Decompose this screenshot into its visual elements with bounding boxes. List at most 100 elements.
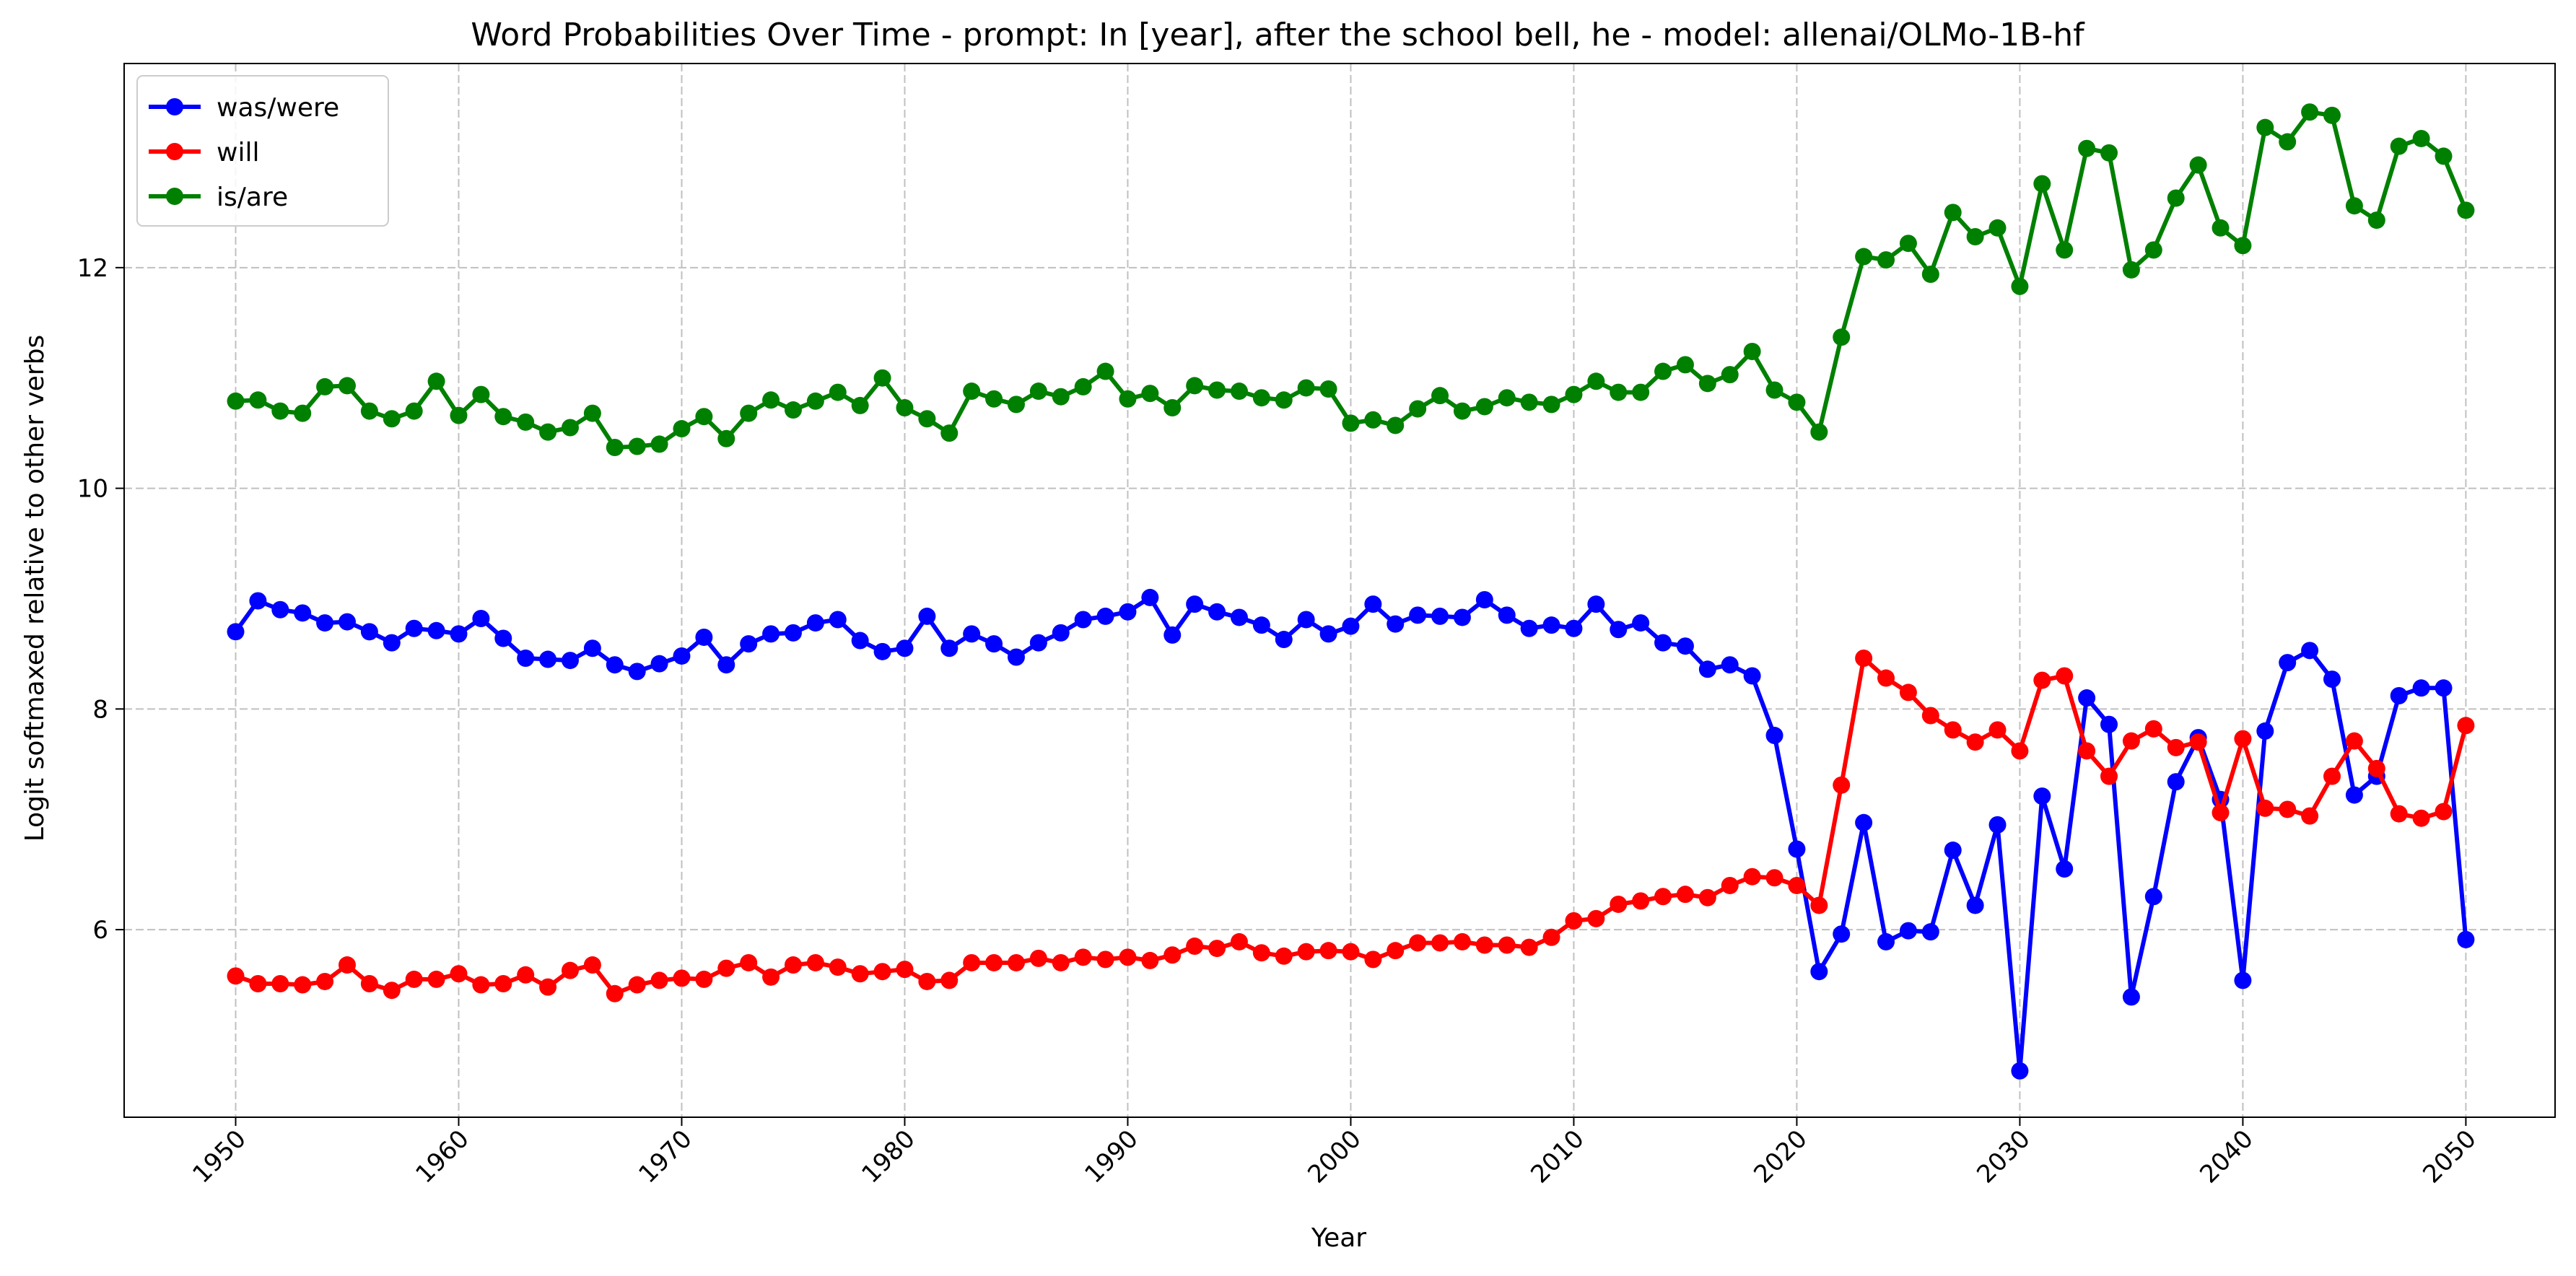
data-point-was-were — [249, 592, 267, 610]
data-point-was-were — [494, 629, 512, 647]
data-point-is-are — [1074, 377, 1092, 396]
data-point-was-were — [1654, 634, 1672, 652]
data-point-was-were — [360, 623, 378, 641]
data-point-will — [740, 953, 758, 971]
data-point-was-were — [1096, 607, 1114, 625]
data-point-will — [539, 978, 557, 996]
data-point-was-were — [1788, 840, 1806, 858]
data-point-will — [806, 953, 824, 971]
data-point-is-are — [1186, 377, 1204, 395]
data-point-was-were — [606, 656, 624, 674]
data-point-is-are — [2367, 211, 2385, 230]
data-point-was-were — [896, 639, 914, 657]
data-point-was-were — [1431, 607, 1449, 625]
data-point-will — [294, 976, 312, 994]
data-point-is-are — [1833, 328, 1851, 346]
x-axis-label: Year — [1311, 1223, 1366, 1253]
legend-marker-is-are — [166, 188, 183, 205]
data-point-is-are — [1275, 391, 1293, 409]
data-point-will — [2279, 800, 2297, 818]
y-axis-label: Logit softmaxed relative to other verbs — [20, 335, 50, 842]
data-point-is-are — [784, 401, 802, 419]
data-point-will — [1208, 940, 1226, 958]
data-point-will — [2033, 671, 2051, 689]
data-point-is-are — [695, 408, 713, 426]
data-point-will — [2256, 799, 2274, 817]
data-point-was-were — [2323, 670, 2341, 689]
data-point-was-were — [1765, 727, 1783, 745]
data-point-will — [2301, 807, 2319, 825]
data-point-will — [1921, 707, 1939, 725]
data-point-is-are — [2078, 139, 2096, 157]
data-point-is-are — [628, 437, 646, 455]
data-point-will — [1475, 936, 1493, 954]
data-point-was-were — [2279, 654, 2297, 672]
data-point-will — [494, 975, 512, 993]
data-point-will — [1498, 936, 1516, 954]
data-point-will — [1966, 733, 1984, 751]
data-point-was-were — [1052, 624, 1070, 642]
data-point-will — [1431, 934, 1449, 952]
series-was-were — [227, 588, 2475, 1080]
data-point-was-were — [2256, 722, 2274, 740]
data-point-will — [2435, 803, 2453, 821]
data-point-is-are — [338, 377, 356, 395]
data-point-was-were — [1833, 925, 1851, 943]
data-point-is-are — [227, 392, 245, 410]
legend-box — [136, 75, 389, 227]
data-point-will — [1833, 776, 1851, 794]
data-point-was-were — [762, 625, 780, 643]
data-point-will — [2390, 805, 2408, 823]
data-point-was-were — [1944, 842, 1962, 860]
data-point-is-are — [1944, 204, 1962, 222]
data-point-is-are — [316, 377, 334, 396]
data-point-will — [1698, 888, 1716, 906]
data-point-is-are — [1163, 398, 1182, 416]
data-point-was-were — [1297, 611, 1315, 629]
data-point-is-are — [1096, 362, 1114, 380]
data-point-is-are — [1387, 416, 1405, 434]
data-point-was-were — [940, 639, 959, 657]
data-point-is-are — [360, 402, 378, 420]
data-point-is-are — [2212, 219, 2230, 237]
data-point-is-are — [2301, 103, 2319, 121]
data-point-will — [1810, 896, 1828, 914]
data-point-was-were — [472, 609, 490, 627]
data-point-will — [405, 970, 423, 988]
data-point-is-are — [1698, 375, 1716, 393]
data-point-was-were — [1899, 922, 1917, 940]
data-point-was-were — [2457, 930, 2475, 948]
data-point-will — [1141, 951, 1159, 969]
data-point-is-are — [450, 406, 468, 424]
data-point-is-are — [1230, 383, 1248, 401]
series-will — [227, 650, 2475, 1002]
data-point-was-were — [1587, 595, 1605, 613]
data-point-is-are — [2189, 156, 2207, 174]
data-point-will — [1676, 886, 1694, 904]
data-point-will — [517, 966, 535, 984]
data-point-is-are — [1721, 366, 1739, 384]
series-layer — [227, 103, 2475, 1080]
data-point-will — [628, 976, 646, 994]
data-point-was-were — [2078, 689, 2096, 707]
data-point-is-are — [1542, 396, 1560, 414]
data-point-was-were — [1007, 648, 1025, 666]
data-point-was-were — [2167, 773, 2185, 791]
data-point-was-were — [628, 663, 646, 681]
data-point-is-are — [1252, 389, 1270, 407]
data-point-was-were — [294, 604, 312, 622]
data-point-is-are — [517, 413, 535, 431]
data-point-was-were — [1855, 813, 1873, 831]
data-point-will — [1587, 909, 1605, 927]
data-point-is-are — [1765, 381, 1783, 399]
data-point-will — [1074, 948, 1092, 966]
data-point-will — [2056, 667, 2074, 685]
data-point-will — [2144, 720, 2162, 738]
data-point-was-were — [851, 632, 869, 650]
data-point-will — [1542, 928, 1560, 946]
legend-marker-was-were — [166, 98, 183, 115]
data-point-will — [227, 967, 245, 985]
data-point-will — [963, 953, 981, 971]
data-point-is-are — [918, 410, 936, 428]
